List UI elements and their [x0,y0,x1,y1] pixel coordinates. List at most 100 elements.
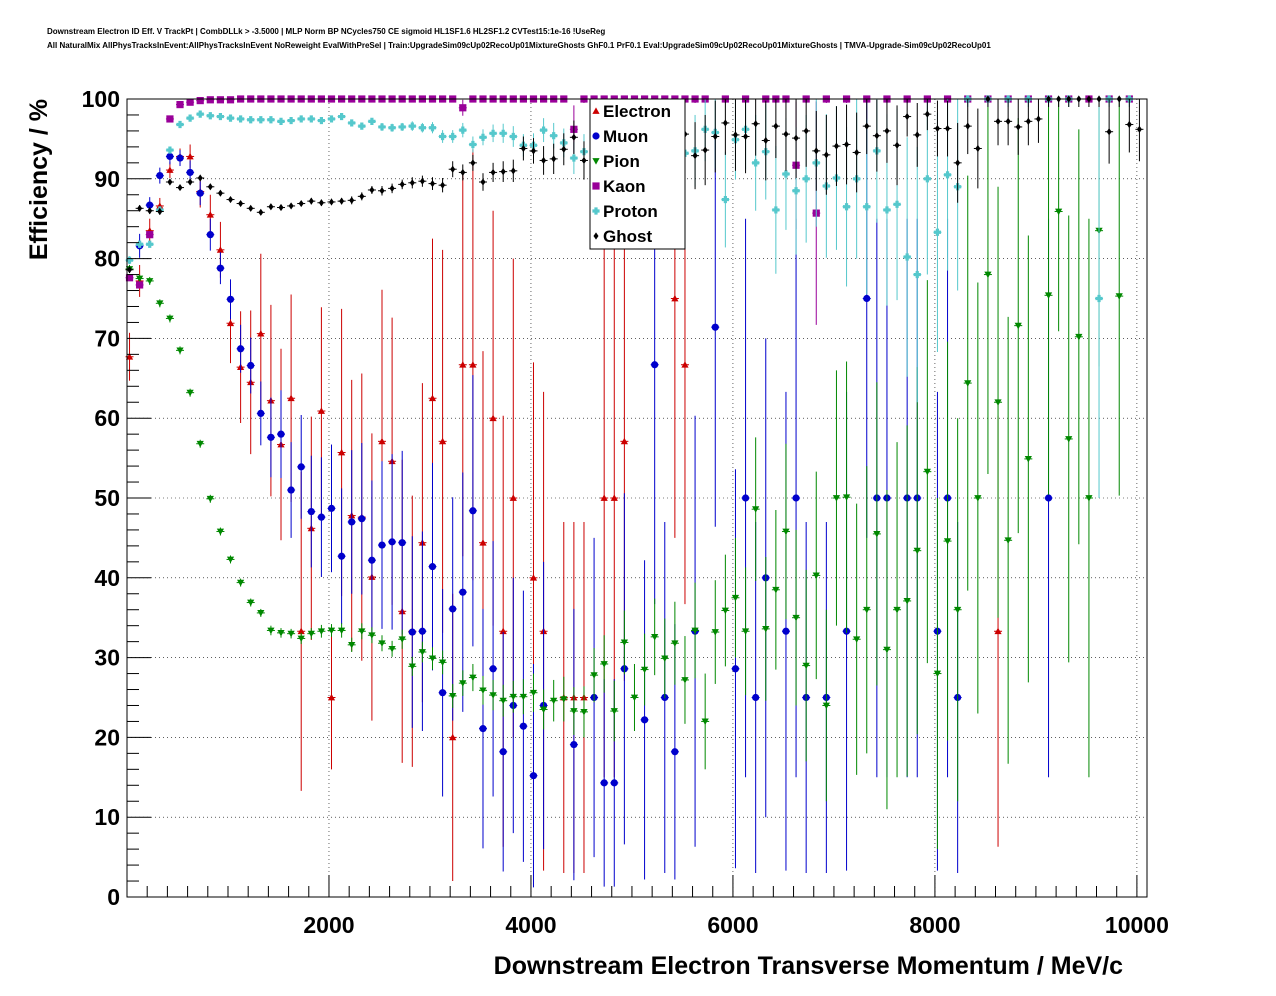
data-point [692,152,698,160]
data-point [186,152,194,160]
legend-entry-pion: Pion [592,152,640,171]
data-point [955,159,961,167]
data-point [772,586,780,594]
data-point [428,394,437,402]
data-point [398,539,406,547]
data-point [489,692,497,699]
data-point [681,361,689,368]
data-point [499,627,507,635]
data-point [196,110,204,118]
data-point [1025,117,1031,125]
data-point [1085,495,1093,502]
data-point [146,231,154,239]
legend-entry-kaon: Kaon [592,177,646,196]
data-point [238,199,244,208]
data-point [529,689,538,697]
data-point [297,463,305,471]
data-point [792,614,800,622]
data-point [137,204,143,212]
data-point [216,264,225,272]
data-point [842,494,851,501]
series-pion [125,99,1124,850]
data-point [186,114,194,122]
data-point [317,407,326,414]
data-point [459,104,467,112]
data-point [389,184,395,192]
data-point [651,361,659,369]
data-point [399,180,405,188]
data-point [206,495,214,503]
data-point [127,266,133,274]
data-point [206,112,214,120]
data-point [206,231,214,239]
x-tick-label: 6000 [707,912,758,938]
data-point [196,96,204,105]
data-point [277,117,285,125]
data-point [1015,123,1021,131]
data-point [550,132,558,140]
x-tick-label: 4000 [505,912,556,938]
data-point [469,507,477,515]
data-point [712,132,718,141]
legend-marker [592,132,600,140]
data-point [459,126,467,134]
data-point [914,131,920,139]
data-point [519,693,527,701]
data-point [449,733,457,741]
data-point [459,680,467,687]
data-point [287,630,295,638]
y-tick-label: 30 [94,645,120,671]
data-point [449,693,457,700]
data-point [237,115,245,123]
legend-label: Proton [603,202,658,221]
data-point [438,437,447,445]
data-point [499,697,507,705]
data-point [732,131,738,139]
data-point [854,148,860,157]
data-point [590,672,598,679]
data-point [741,628,750,635]
y-tick-label: 40 [94,565,120,591]
data-point [186,389,194,397]
data-point [994,399,1002,406]
data-point [823,151,829,159]
data-point [580,708,588,716]
data-point [1024,456,1032,463]
data-point [711,629,719,636]
data-point [338,627,346,635]
data-point [529,574,538,581]
data-point [368,117,376,125]
data-point [610,708,618,715]
data-point [782,528,790,536]
data-point [842,203,851,211]
data-point [833,142,839,150]
data-point [721,607,729,615]
data-point [934,124,940,133]
data-point [147,207,153,215]
data-point [822,702,830,710]
data-point [520,144,526,153]
data-point [813,147,819,155]
data-point [206,211,214,218]
legend-entry-proton: Proton [592,202,658,221]
data-point [903,598,911,605]
legend-label: Kaon [603,177,646,196]
data-point [348,119,356,127]
legend-marker [592,207,600,215]
data-point [752,693,760,702]
data-point [539,706,548,714]
data-point [328,198,335,206]
data-point [440,181,446,189]
y-tick-label: 60 [94,405,120,431]
data-point [298,199,304,208]
data-point [438,659,447,666]
data-point [874,132,880,140]
data-point [318,199,324,207]
data-point [883,206,891,214]
data-point [428,124,437,132]
data-point [763,136,769,145]
y-tick-label: 90 [94,166,120,192]
data-point [297,635,305,643]
data-point [438,689,447,697]
data-point [773,122,779,130]
